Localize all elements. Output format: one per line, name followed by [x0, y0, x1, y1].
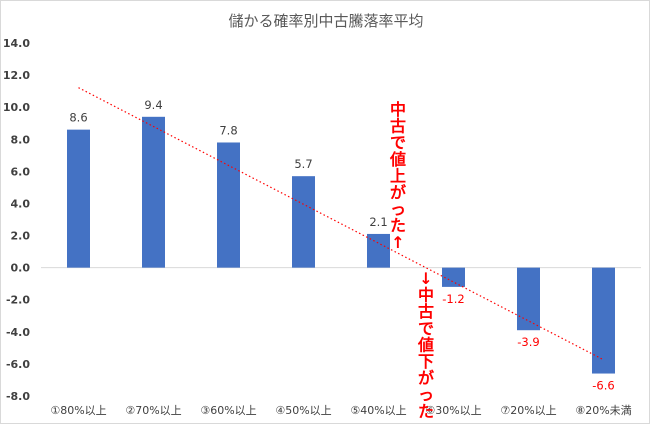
y-axis-labels: 14.0 12.0 10.0 8.0 6.0 4.0 2.0 0.0 -2.0 -4.0 -6.0 -… — [3, 37, 30, 403]
y-tick-label: 14.0 — [3, 37, 30, 50]
bar — [517, 267, 540, 331]
bar — [292, 176, 315, 268]
y-tick-label: 4.0 — [11, 197, 31, 210]
annotation-price-up: 中古で値上がった↑ — [389, 100, 406, 252]
y-tick-label: 0.0 — [11, 262, 31, 275]
y-tick-label: -4.0 — [6, 326, 30, 339]
data-label: -6.6 — [592, 379, 614, 393]
x-axis-labels: ①80%以上 ②70%以上 ③60%以上 ④50%以上 ⑤40%以上 ⑥30%以上 ⑦20%… — [50, 404, 631, 417]
data-label: 7.8 — [219, 123, 237, 137]
y-tick-label: -6.0 — [6, 358, 30, 371]
y-tick-label: 6.0 — [11, 165, 31, 178]
data-label: 5.7 — [294, 157, 312, 171]
x-category-label: ⑤40%以上 — [350, 404, 406, 417]
x-category-label: ⑥30%以上 — [425, 404, 481, 417]
bar — [442, 267, 465, 287]
x-category-label: ②70%以上 — [125, 404, 181, 417]
x-category-label: ③60%以上 — [200, 404, 256, 417]
data-labels: 8.6 9.4 7.8 5.7 2.1 -1.2 -3.9 -6.6 — [69, 98, 614, 393]
x-category-label: ⑧20%未満 — [575, 404, 631, 417]
trendline-path — [78, 87, 604, 361]
trendline — [78, 87, 604, 361]
y-tick-label: 8.0 — [11, 133, 31, 146]
data-label: 2.1 — [369, 215, 387, 229]
y-tick-label: 12.0 — [3, 69, 30, 82]
data-label: -1.2 — [442, 292, 464, 306]
y-tick-label: -8.0 — [6, 390, 30, 403]
y-tick-label: 10.0 — [3, 101, 30, 114]
bar — [592, 267, 615, 374]
bar — [67, 129, 90, 268]
y-tick-label: 2.0 — [11, 230, 31, 243]
data-label: 8.6 — [69, 111, 87, 125]
chart-title: 儲かる確率別中古騰落率平均 — [228, 12, 423, 30]
y-tick-label: -2.0 — [6, 294, 30, 307]
bar-series — [67, 116, 615, 374]
data-label: 9.4 — [144, 98, 162, 112]
bar — [142, 116, 165, 268]
data-label: -3.9 — [517, 335, 539, 349]
bar — [217, 142, 240, 268]
x-category-label: ⑦20%以上 — [500, 404, 556, 417]
annotations: 中古で値上がった↑ ↓中古で値下がった — [389, 100, 434, 421]
x-category-label: ①80%以上 — [50, 404, 106, 417]
annotation-price-down: ↓中古で値下がった — [417, 269, 434, 421]
x-category-label: ④50%以上 — [275, 404, 331, 417]
bar — [367, 233, 390, 268]
